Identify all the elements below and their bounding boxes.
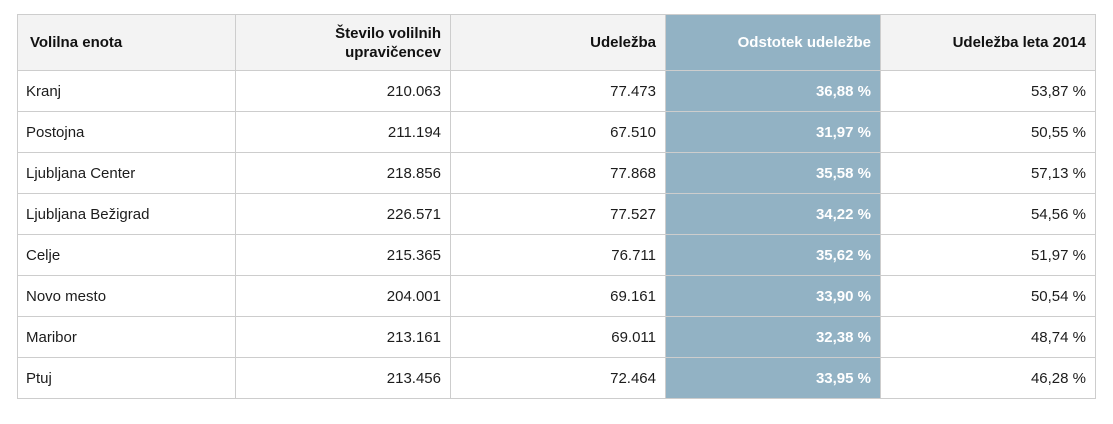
table-row: Ljubljana Bežigrad 226.571 77.527 34,22 … (17, 193, 1096, 235)
turnout-table-container: Volilna enota Število volilnih upravičen… (17, 14, 1096, 399)
cell-udelezba: 77.868 (450, 152, 666, 194)
cell-udelezba: 77.527 (450, 193, 666, 235)
cell-stevilo-volilnih-upravicencev: 210.063 (235, 70, 451, 112)
column-header-volilna-enota: Volilna enota (17, 14, 236, 71)
column-header-odstotek-udelezbe: Odstotek udeležbe (665, 14, 881, 71)
cell-odstotek-udelezbe: 32,38 % (665, 316, 881, 358)
cell-udelezba-leta-2014: 50,55 % (880, 111, 1096, 153)
cell-stevilo-volilnih-upravicencev: 226.571 (235, 193, 451, 235)
column-header-udelezba-leta-2014: Udeležba leta 2014 (880, 14, 1096, 71)
cell-stevilo-volilnih-upravicencev: 218.856 (235, 152, 451, 194)
cell-udelezba: 77.473 (450, 70, 666, 112)
cell-volilna-enota: Ljubljana Center (17, 152, 236, 194)
cell-udelezba-leta-2014: 48,74 % (880, 316, 1096, 358)
column-header-udelezba: Udeležba (450, 14, 666, 71)
table-row: Postojna 211.194 67.510 31,97 % 50,55 % (17, 111, 1096, 153)
cell-stevilo-volilnih-upravicencev: 211.194 (235, 111, 451, 153)
table-row: Maribor 213.161 69.011 32,38 % 48,74 % (17, 316, 1096, 358)
cell-stevilo-volilnih-upravicencev: 213.456 (235, 357, 451, 399)
cell-volilna-enota: Ljubljana Bežigrad (17, 193, 236, 235)
cell-udelezba: 67.510 (450, 111, 666, 153)
table-row: Novo mesto 204.001 69.161 33,90 % 50,54 … (17, 275, 1096, 317)
cell-volilna-enota: Ptuj (17, 357, 236, 399)
cell-odstotek-udelezbe: 34,22 % (665, 193, 881, 235)
cell-udelezba-leta-2014: 54,56 % (880, 193, 1096, 235)
cell-volilna-enota: Celje (17, 234, 236, 276)
cell-stevilo-volilnih-upravicencev: 204.001 (235, 275, 451, 317)
turnout-table: Volilna enota Število volilnih upravičen… (17, 14, 1096, 399)
cell-udelezba-leta-2014: 57,13 % (880, 152, 1096, 194)
cell-stevilo-volilnih-upravicencev: 215.365 (235, 234, 451, 276)
cell-udelezba-leta-2014: 46,28 % (880, 357, 1096, 399)
cell-volilna-enota: Postojna (17, 111, 236, 153)
cell-udelezba: 76.711 (450, 234, 666, 276)
cell-volilna-enota: Kranj (17, 70, 236, 112)
cell-odstotek-udelezbe: 36,88 % (665, 70, 881, 112)
cell-odstotek-udelezbe: 33,95 % (665, 357, 881, 399)
table-row: Ptuj 213.456 72.464 33,95 % 46,28 % (17, 357, 1096, 399)
cell-udelezba: 72.464 (450, 357, 666, 399)
cell-udelezba: 69.011 (450, 316, 666, 358)
table-row: Celje 215.365 76.711 35,62 % 51,97 % (17, 234, 1096, 276)
cell-udelezba: 69.161 (450, 275, 666, 317)
cell-odstotek-udelezbe: 31,97 % (665, 111, 881, 153)
cell-udelezba-leta-2014: 50,54 % (880, 275, 1096, 317)
column-header-stevilo-volilnih-upravicencev: Število volilnih upravičencev (235, 14, 451, 71)
cell-stevilo-volilnih-upravicencev: 213.161 (235, 316, 451, 358)
table-row: Kranj 210.063 77.473 36,88 % 53,87 % (17, 70, 1096, 112)
cell-odstotek-udelezbe: 33,90 % (665, 275, 881, 317)
cell-udelezba-leta-2014: 53,87 % (880, 70, 1096, 112)
cell-volilna-enota: Maribor (17, 316, 236, 358)
cell-odstotek-udelezbe: 35,62 % (665, 234, 881, 276)
cell-udelezba-leta-2014: 51,97 % (880, 234, 1096, 276)
header-row: Volilna enota Število volilnih upravičen… (17, 14, 1096, 71)
cell-volilna-enota: Novo mesto (17, 275, 236, 317)
cell-odstotek-udelezbe: 35,58 % (665, 152, 881, 194)
table-row: Ljubljana Center 218.856 77.868 35,58 % … (17, 152, 1096, 194)
